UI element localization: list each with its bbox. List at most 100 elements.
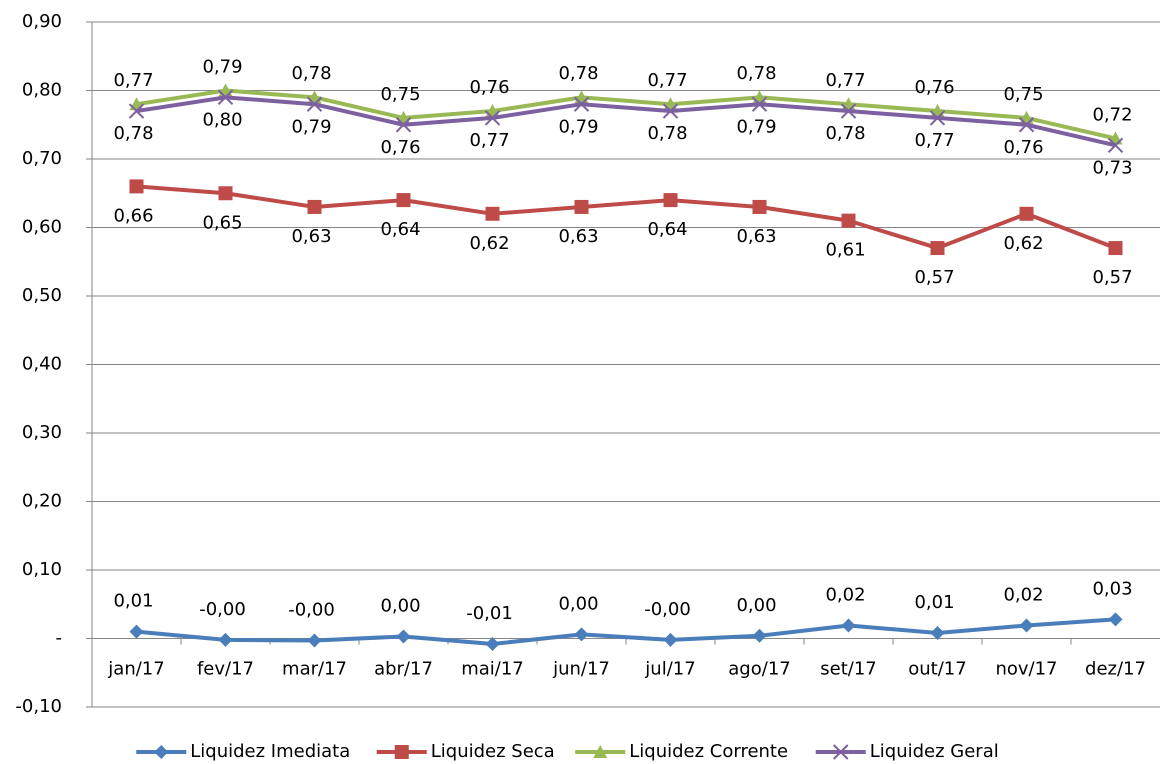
line bbox=[136, 88, 1116, 141]
marker bbox=[154, 745, 169, 759]
series: 0,77 0,79 0,78 0,75 0,76 0,78 0,77 0,78 0,77 0,76… bbox=[113, 56, 1133, 154]
marker bbox=[751, 96, 768, 112]
marker bbox=[663, 193, 678, 208]
data-label: 0,76 bbox=[914, 77, 954, 98]
marker bbox=[484, 110, 501, 126]
y-tick-label: 0,80 bbox=[22, 80, 62, 101]
marker bbox=[129, 179, 144, 194]
y-tick-label: 0,60 bbox=[22, 217, 62, 238]
x-tick-label: ago/17 bbox=[728, 659, 790, 680]
marker bbox=[128, 103, 145, 119]
data-label: 0,79 bbox=[202, 56, 242, 77]
marker bbox=[841, 618, 856, 633]
marker bbox=[752, 199, 767, 214]
data-label: 0,64 bbox=[380, 219, 420, 240]
data-label: 0,77 bbox=[914, 130, 954, 151]
data-label: 0,76 bbox=[1003, 137, 1043, 158]
data-label: 0,78 bbox=[647, 123, 687, 144]
x-tick-label: jun/17 bbox=[552, 659, 610, 680]
data-label: 0,02 bbox=[825, 584, 865, 605]
data-label: 0,76 bbox=[469, 77, 509, 98]
data-label: 0,79 bbox=[291, 116, 331, 137]
y-tick-label: 0,50 bbox=[22, 285, 62, 306]
data-label: 0,78 bbox=[825, 123, 865, 144]
legend-label: Liquidez Imediata bbox=[190, 741, 350, 762]
marker bbox=[396, 629, 411, 644]
data-label: 0,77 bbox=[113, 70, 153, 91]
marker bbox=[394, 745, 409, 759]
data-label: -0,01 bbox=[466, 603, 513, 624]
data-label: 0,77 bbox=[647, 70, 687, 91]
marker bbox=[574, 199, 589, 214]
marker bbox=[307, 199, 322, 214]
marker bbox=[129, 624, 144, 639]
marker bbox=[1019, 206, 1034, 221]
marker bbox=[840, 103, 857, 119]
marker bbox=[307, 633, 322, 648]
marker bbox=[395, 117, 412, 133]
data-label: -0,00 bbox=[199, 599, 246, 620]
data-label: 0,78 bbox=[736, 63, 776, 84]
data-label: 0,62 bbox=[1003, 233, 1043, 254]
y-tick-label: 0,70 bbox=[22, 148, 62, 169]
data-label: 0,03 bbox=[1092, 578, 1132, 599]
marker bbox=[1108, 241, 1123, 256]
data-label: 0,01 bbox=[914, 592, 954, 613]
legend: Liquidez Imediata Liquidez Seca Liquidez C… bbox=[136, 741, 999, 762]
x-tick-label: mai/17 bbox=[461, 659, 524, 680]
data-label: 0,64 bbox=[647, 219, 687, 240]
data-label: 0,80 bbox=[202, 110, 242, 131]
data-label: -0,00 bbox=[288, 600, 335, 621]
data-label: 0,76 bbox=[380, 137, 420, 158]
data-label: 0,00 bbox=[380, 595, 420, 616]
legend-label: Liquidez Geral bbox=[870, 741, 999, 762]
y-tick-label: 0,20 bbox=[22, 491, 62, 512]
data-label: 0,57 bbox=[1092, 267, 1132, 288]
x-tick-label: set/17 bbox=[820, 659, 876, 680]
data-label: 0,73 bbox=[1092, 157, 1132, 178]
data-label: 0,61 bbox=[825, 240, 865, 261]
series: 0,66 0,65 0,63 0,64 0,62 0,63 0,64 0,63 0,61 0,57… bbox=[113, 179, 1133, 288]
x-tick-label: jan/17 bbox=[107, 659, 164, 680]
series: 0,01 -0,00 -0,00 0,00 -0,01 0,00 -0,00 0,00 0,02… bbox=[113, 578, 1133, 651]
data-label: 0,78 bbox=[113, 123, 153, 144]
marker bbox=[218, 186, 233, 201]
x-tick-label: nov/17 bbox=[995, 659, 1057, 680]
marker bbox=[1108, 612, 1123, 627]
line bbox=[136, 617, 1116, 646]
data-label: 0,75 bbox=[380, 84, 420, 105]
x-tick-label: fev/17 bbox=[197, 659, 254, 680]
data-label: 0,65 bbox=[202, 212, 242, 233]
marker bbox=[396, 193, 411, 208]
marker bbox=[930, 626, 945, 641]
data-label: 0,62 bbox=[469, 233, 509, 254]
marker bbox=[1019, 618, 1034, 633]
y-tick-label: - bbox=[56, 628, 63, 649]
data-label: 0,78 bbox=[291, 63, 331, 84]
x-tick-label: jul/17 bbox=[644, 659, 695, 680]
y-tick-label: 0,90 bbox=[22, 11, 62, 32]
data-label: 0,75 bbox=[1003, 84, 1043, 105]
marker bbox=[485, 636, 500, 651]
data-label: -0,00 bbox=[644, 599, 691, 620]
data-label: 0,72 bbox=[1092, 104, 1132, 125]
data-label: 0,02 bbox=[1003, 584, 1043, 605]
y-tick-label: 0,10 bbox=[22, 559, 62, 580]
data-label: 0,66 bbox=[113, 205, 153, 226]
marker bbox=[752, 628, 767, 643]
data-label: 0,77 bbox=[469, 130, 509, 151]
data-label: 0,63 bbox=[558, 226, 598, 247]
x-tick-label: dez/17 bbox=[1085, 659, 1146, 680]
data-label: 0,57 bbox=[914, 267, 954, 288]
legend-label: Liquidez Seca bbox=[431, 741, 555, 762]
marker bbox=[1107, 137, 1124, 154]
data-label: 0,78 bbox=[558, 63, 598, 84]
marker bbox=[217, 89, 234, 106]
line bbox=[136, 95, 1116, 148]
line bbox=[136, 184, 1117, 251]
data-label: 0,79 bbox=[736, 116, 776, 137]
marker bbox=[573, 96, 590, 112]
marker bbox=[930, 241, 945, 256]
data-label: 0,63 bbox=[291, 226, 331, 247]
data-label: 0,00 bbox=[736, 595, 776, 616]
